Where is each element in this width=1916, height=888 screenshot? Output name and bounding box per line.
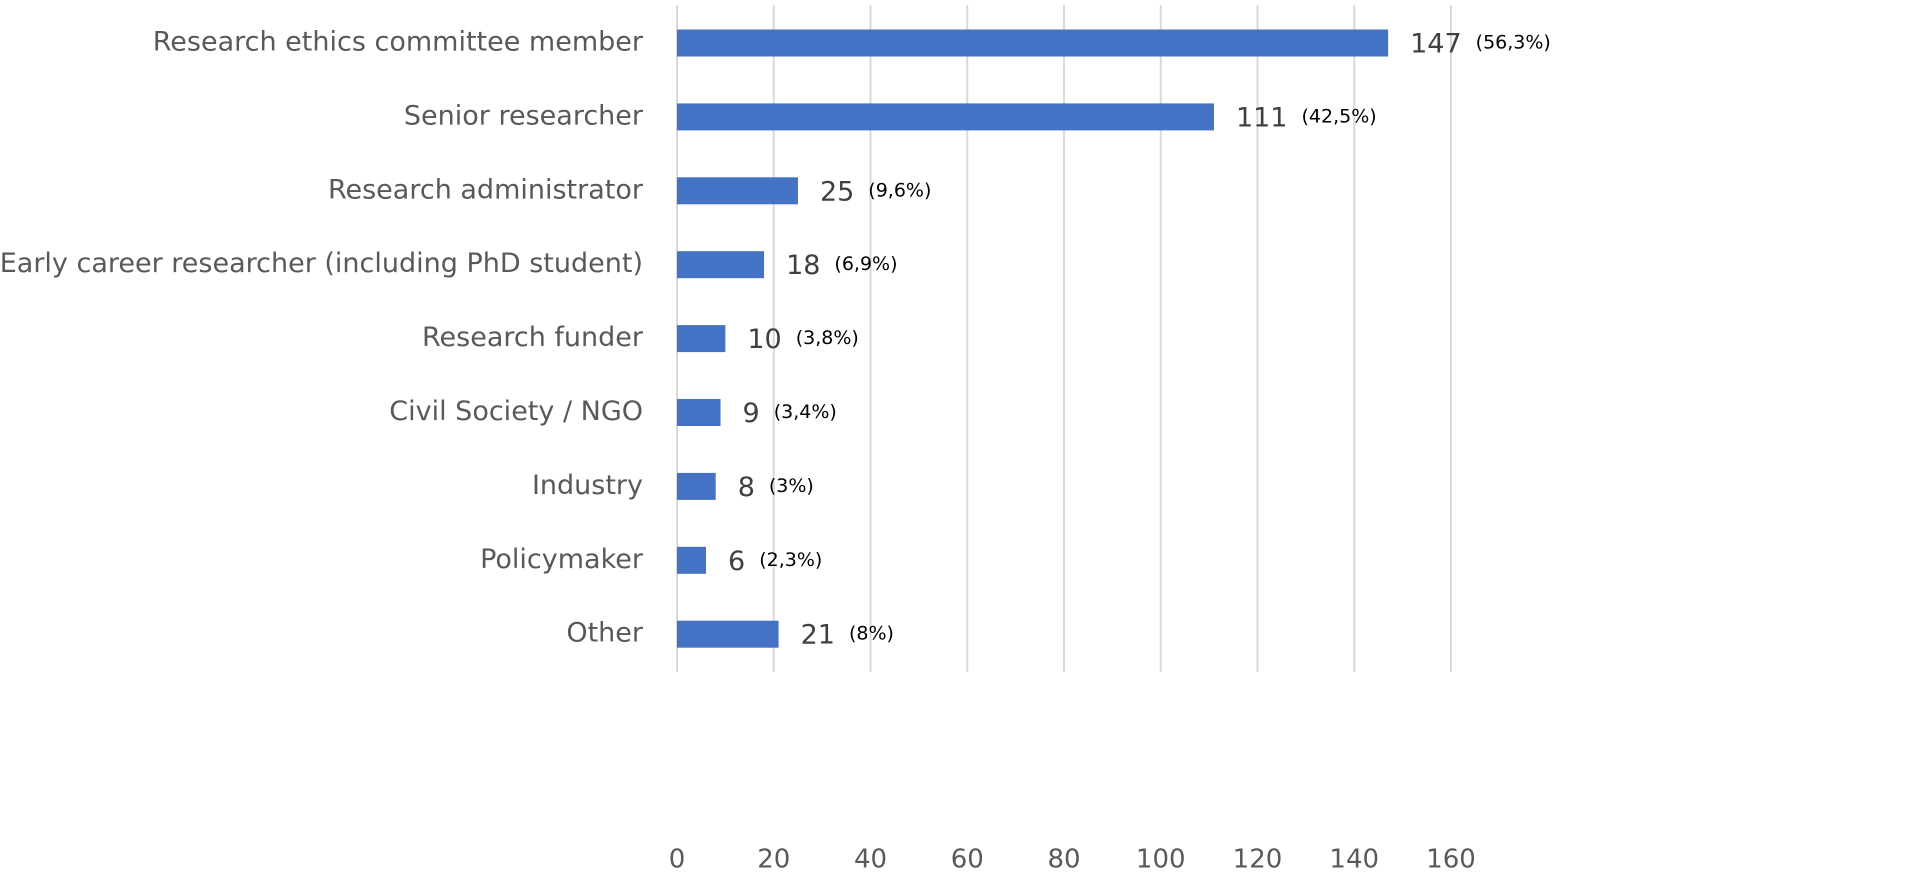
x-tick-label: 60	[951, 845, 984, 875]
percent-label: (56,3%)	[1476, 32, 1551, 54]
category-label: Policymaker	[480, 544, 644, 575]
bar	[677, 103, 1214, 131]
percent-label: (3%)	[769, 475, 814, 497]
x-tick-label: 120	[1233, 845, 1283, 875]
percent-label: (2,3%)	[759, 549, 822, 571]
value-label: 25	[820, 176, 854, 207]
bar	[677, 620, 779, 648]
category-label: Industry	[532, 470, 643, 501]
category-label: Research administrator	[328, 174, 644, 205]
x-tick-label: 20	[757, 845, 790, 875]
x-tick-label: 80	[1047, 845, 1080, 875]
x-tick-label: 100	[1136, 845, 1186, 875]
value-label: 10	[747, 324, 781, 355]
percent-label: (8%)	[849, 623, 894, 645]
category-label: Civil Society / NGO	[389, 396, 643, 427]
percent-label: (9,6%)	[868, 179, 931, 201]
category-label: Other	[566, 618, 644, 649]
percent-label: (3,8%)	[796, 327, 859, 349]
bar	[677, 399, 721, 426]
x-tick-label: 40	[854, 845, 887, 875]
bar	[677, 177, 798, 205]
percent-label: (3,4%)	[774, 401, 837, 423]
value-label: 21	[801, 620, 835, 651]
value-label: 111	[1236, 102, 1288, 133]
bar	[677, 251, 765, 279]
category-label: Early career researcher (including PhD s…	[0, 248, 643, 279]
category-label: Research funder	[422, 322, 644, 353]
value-label: 8	[738, 472, 755, 503]
x-tick-label: 0	[669, 845, 686, 875]
x-tick-label: 140	[1329, 845, 1379, 875]
bar	[677, 472, 716, 500]
bar	[677, 29, 1389, 57]
percent-label: (42,5%)	[1302, 105, 1377, 127]
category-label: Research ethics committee member	[153, 27, 644, 58]
percent-label: (6,9%)	[834, 253, 897, 275]
value-label: 18	[786, 250, 820, 281]
value-label: 6	[728, 546, 745, 577]
value-label: 147	[1410, 29, 1462, 60]
value-label: 9	[743, 398, 760, 429]
x-tick-label: 160	[1426, 845, 1476, 875]
category-label: Senior researcher	[404, 100, 644, 131]
bar	[677, 546, 707, 574]
bar	[677, 325, 726, 353]
